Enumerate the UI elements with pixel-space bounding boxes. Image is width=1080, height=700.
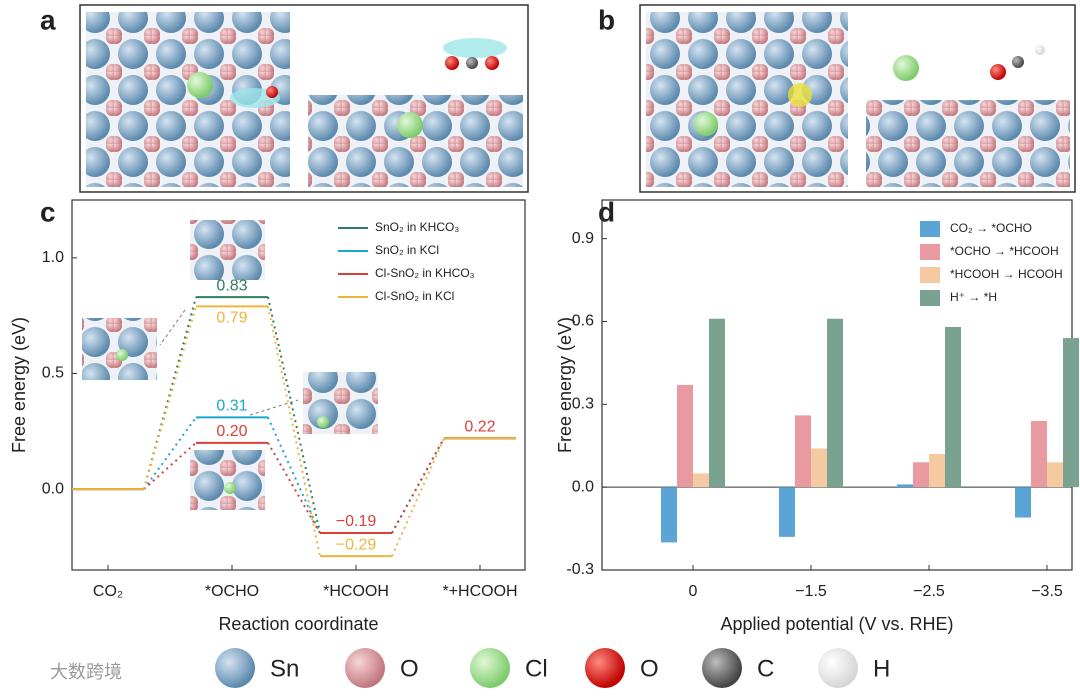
x-tick-label: 0 [689,583,698,600]
connector [143,442,197,490]
atom-swatch [702,648,742,688]
legend-label: SnO₂ in KHCO₃ [375,220,459,234]
value-label: −0.19 [336,513,377,530]
bar [897,484,913,488]
legend-label: Cl-SnO₂ in KCl [375,289,454,303]
value-label: 0.20 [216,423,247,440]
y-axis-title: Free energy (eV) [9,317,29,453]
y-tick-label: 0.6 [572,313,594,330]
value-label: 0.22 [464,418,495,435]
atom-label: O [640,655,659,682]
atom-swatch [818,648,858,688]
x-tick-label: *+HCOOH [442,583,517,600]
atom-label: H [873,655,890,682]
x-tick-label: *OCHO [205,583,259,600]
bar [913,462,929,488]
legend-swatch [920,290,940,306]
y-tick-label: 0.3 [572,396,594,413]
legend-swatch [920,267,940,283]
atom-legend: Sn O Cl O C H [215,648,890,688]
bar [827,318,843,488]
y-tick-label: 0.0 [42,480,64,497]
atom-label: Sn [270,655,299,682]
x-axis-title: Reaction coordinate [218,614,378,634]
atom-swatch [215,648,255,688]
panel-b-image [639,4,1076,193]
legend-swatch [920,244,940,260]
legend-label: SnO₂ in KCl [375,243,439,257]
value-label: 0.31 [216,398,247,415]
panel-label: c [40,196,56,227]
panel-label: d [598,196,615,227]
connector [143,306,197,490]
y-tick-label: 0.0 [572,478,594,495]
bar [709,318,725,488]
x-tick-label: CO₂ [93,583,123,600]
plot-frame [71,199,526,571]
inset-images [82,220,378,510]
connector [143,416,197,490]
bar [779,487,795,537]
panel-label: b [598,4,615,35]
bar [677,385,693,488]
connector [267,306,321,557]
legend-label: *HCOOH → HCOOH [950,267,1063,281]
bar [661,487,677,543]
atom-label: O [400,655,419,682]
watermark: 大数跨境 [50,662,122,682]
bar [795,415,811,488]
x-axis-title: Applied potential (V vs. RHE) [720,614,953,634]
y-tick-label: 0.9 [572,230,594,247]
bar [1031,420,1047,488]
x-tick-label: −3.5 [1031,583,1063,600]
atom-label: C [757,655,774,682]
value-label: 0.83 [216,277,247,294]
y-tick-label: -0.3 [566,561,594,578]
legend-label: *OCHO → *HCOOH [950,244,1059,258]
bar [1047,462,1063,488]
atom-swatch [585,648,625,688]
atom-label: Cl [525,655,548,682]
x-tick-label: −2.5 [913,583,945,600]
x-tick-label: *HCOOH [323,583,389,600]
y-tick-label: 1.0 [42,249,64,266]
value-label: 0.79 [216,310,247,327]
legend-label: Cl-SnO₂ in KHCO₃ [375,266,475,280]
legend-label: CO₂ → *OCHO [950,221,1032,235]
bar [929,454,945,488]
bar [1015,487,1031,518]
panel-a-image [79,4,529,193]
bar [945,327,961,488]
legend-label: H⁺ → *H [950,290,997,304]
connector [391,437,445,557]
connector [391,437,445,534]
bar [693,473,709,488]
atom-swatch [470,648,510,688]
bar [811,448,827,488]
x-tick-label: −1.5 [795,583,827,600]
y-tick-label: 0.5 [42,365,64,382]
panel-label: a [40,4,56,35]
legend-swatch [920,221,940,237]
value-label: −0.29 [336,536,377,553]
bar [1063,338,1079,488]
atom-swatch [345,648,385,688]
connector [267,416,321,534]
y-axis-title: Free energy (eV) [555,317,575,453]
connector [267,296,321,534]
